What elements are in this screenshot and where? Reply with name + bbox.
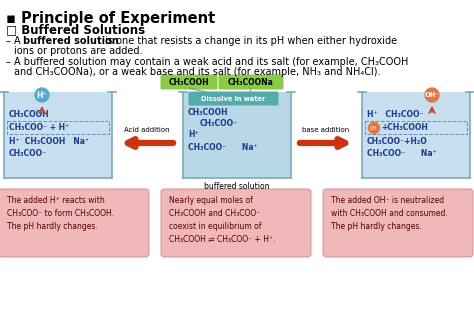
FancyBboxPatch shape [4,92,112,178]
FancyBboxPatch shape [161,189,311,257]
Circle shape [368,122,380,134]
Text: H⁺: H⁺ [188,130,199,139]
Text: A: A [14,36,24,46]
FancyArrowPatch shape [300,139,345,147]
Text: CH₃COOH: CH₃COOH [9,110,50,119]
Text: –: – [6,36,11,46]
Text: CH₃COONa: CH₃COONa [228,78,274,87]
Text: base addition: base addition [302,127,350,133]
Text: The added OH⁻ is neutralized
with CH₃COOH and consumed.
The pH hardly changes.: The added OH⁻ is neutralized with CH₃COO… [331,196,448,232]
Circle shape [425,88,439,102]
Text: buffered solution: buffered solution [23,36,119,46]
Text: CH₃COOH: CH₃COOH [169,78,210,87]
Text: ions or protons are added.: ions or protons are added. [14,46,143,56]
Text: CH₃COO⁻ + H⁺: CH₃COO⁻ + H⁺ [9,123,69,132]
Text: CH₃COO⁻+H₂O: CH₃COO⁻+H₂O [367,137,428,146]
Text: The added H⁺ reacts with
CH₃COO⁻ to form CH₃COOH.
The pH hardly changes.: The added H⁺ reacts with CH₃COO⁻ to form… [7,196,114,232]
Text: H⁺: H⁺ [37,90,47,99]
Text: is one that resists a change in its pH when either hydroxide: is one that resists a change in its pH w… [102,36,397,46]
Text: OH: OH [370,126,378,130]
Text: Acid addition: Acid addition [124,127,170,133]
Text: and CH₃COONa), or a weak base and its salt (for example, NH₃ and NH₄Cl).: and CH₃COONa), or a weak base and its sa… [14,67,381,77]
Text: CH₃COO⁻: CH₃COO⁻ [200,119,238,128]
Text: –: – [6,57,11,67]
FancyBboxPatch shape [183,92,291,178]
Text: buffered solution: buffered solution [204,182,270,191]
Text: H⁺  CH₃COOH   Na⁺: H⁺ CH₃COOH Na⁺ [9,137,89,146]
Text: CH₃COOH: CH₃COOH [188,108,228,117]
Text: CH₃COO⁻      Na⁺: CH₃COO⁻ Na⁺ [188,143,258,152]
Text: ▪ Principle of Experiment: ▪ Principle of Experiment [6,11,215,26]
Text: Dissolve in water: Dissolve in water [201,96,265,101]
Text: CH₃COO⁻      Na⁺: CH₃COO⁻ Na⁺ [367,149,437,158]
FancyBboxPatch shape [161,74,218,90]
Circle shape [35,88,49,102]
FancyBboxPatch shape [219,74,283,90]
Text: □ Buffered Solutions: □ Buffered Solutions [6,23,145,36]
FancyBboxPatch shape [323,189,473,257]
FancyBboxPatch shape [0,189,149,257]
FancyBboxPatch shape [189,91,279,106]
Text: CH₃COO⁻: CH₃COO⁻ [9,149,47,158]
FancyBboxPatch shape [362,92,470,178]
Text: A buffered solution may contain a weak acid and its salt (for example, CH₃COOH: A buffered solution may contain a weak a… [14,57,409,67]
FancyArrowPatch shape [128,139,173,147]
Text: +CH₃COOH: +CH₃COOH [381,123,428,132]
Text: Nearly equal moles of
CH₃COOH and CH₃COO⁻
coexist in equilibrium of
CH₃COOH ⇌ CH: Nearly equal moles of CH₃COOH and CH₃COO… [169,196,275,243]
Text: H⁺   CH₃COO⁻: H⁺ CH₃COO⁻ [367,110,423,119]
Text: OH⁻: OH⁻ [425,92,439,98]
